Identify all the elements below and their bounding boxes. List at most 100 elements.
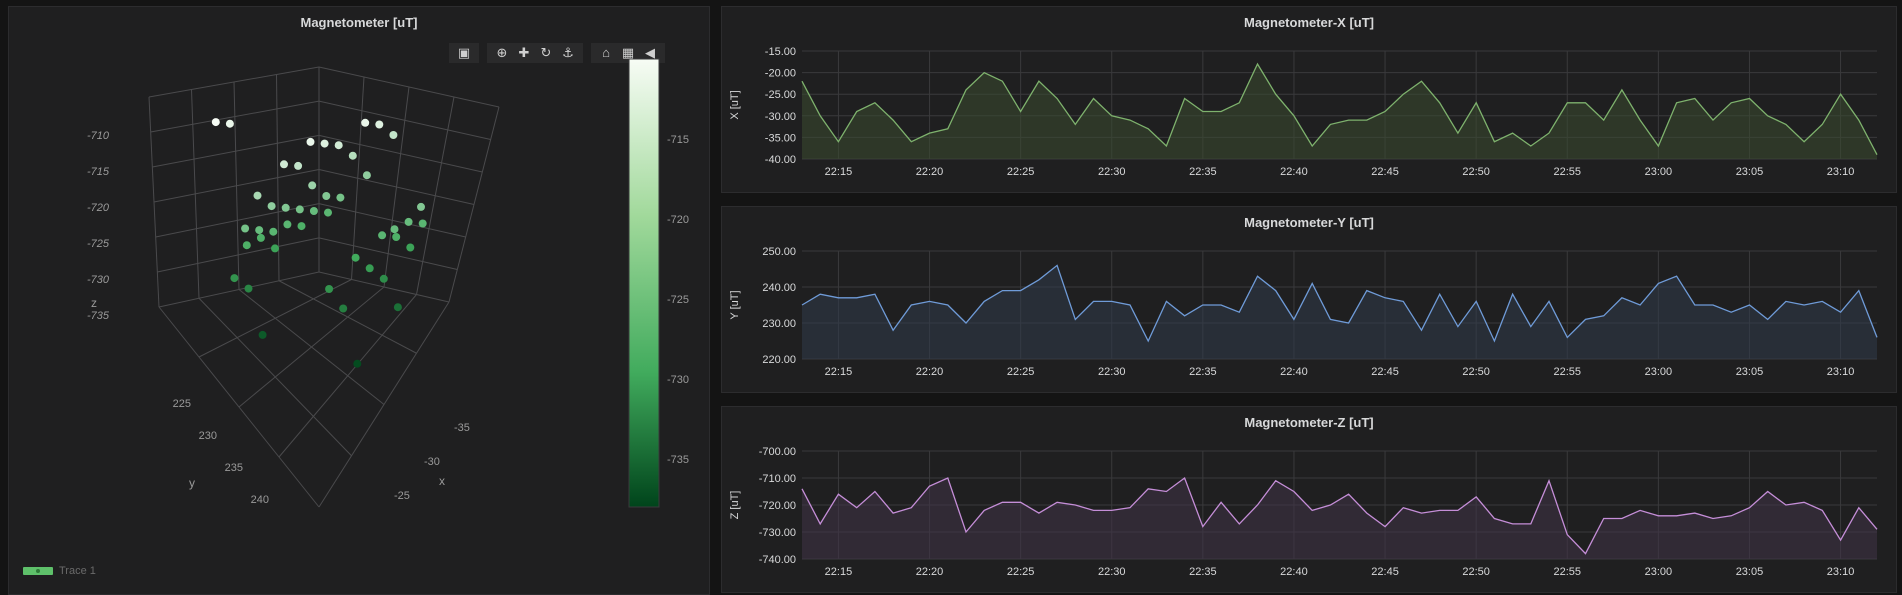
scatter-point — [362, 171, 371, 180]
scatter-point — [417, 202, 425, 211]
scatter-point — [211, 118, 220, 127]
legend-label: Trace 1 — [59, 565, 96, 577]
x-tick-label: 23:00 — [1645, 166, 1673, 178]
colorbar — [628, 58, 660, 508]
wall-gridline — [383, 86, 410, 288]
series-line — [801, 62, 1878, 156]
x-tick-label: 22:55 — [1553, 166, 1581, 178]
x-tick-label: 22:55 — [1553, 566, 1581, 578]
x-tick-label: 22:25 — [1007, 366, 1035, 378]
scatter-point — [325, 285, 334, 293]
y-tick-label: -30.00 — [765, 111, 796, 123]
scatter-point — [389, 131, 398, 139]
y-axis-label: Y [uT] — [729, 290, 741, 319]
scatter-point — [406, 243, 415, 252]
scatter3d-plot[interactable]: -710-715-720-725-730-735z225230235240y-3… — [9, 7, 709, 594]
scatter-point — [379, 274, 388, 283]
scatter-point — [375, 120, 384, 129]
y-axis-label: X [uT] — [729, 90, 741, 119]
x-tick-label: 23:05 — [1736, 566, 1764, 578]
x-tick-label: 22:40 — [1280, 566, 1308, 578]
colorbar-tick-label: -715 — [667, 134, 689, 146]
floor-gridline — [278, 294, 417, 458]
y-tick-label: -15.00 — [765, 46, 796, 58]
magnetometer-y-chart[interactable]: 250.00 240.00 230.00 220.00 22:15 22:20 22:25 2… — [722, 207, 1896, 392]
x-tick-label: 23:00 — [1645, 366, 1673, 378]
magnetometer-z-title: Magnetometer-Z [uT] — [1244, 415, 1374, 430]
scatter-point — [283, 220, 292, 229]
scatter-point — [255, 226, 264, 235]
floor-gridline — [278, 280, 417, 354]
scatter-point — [294, 161, 303, 170]
x-tick-label: 22:35 — [1189, 166, 1217, 178]
y-tick-label: -710.00 — [759, 473, 796, 485]
home-icon[interactable]: ⌂ — [602, 45, 610, 60]
scatter-point — [404, 217, 413, 226]
camera-icon[interactable]: ▣ — [457, 45, 471, 60]
z-tick-label: -715 — [87, 166, 110, 178]
colorbar-tick-label: -735 — [667, 454, 689, 466]
scatter-point — [297, 222, 306, 231]
y-tick-label: -730.00 — [759, 527, 796, 539]
toolbar-group: ⌂ ▦ ◀ — [591, 43, 665, 63]
wall-gridline — [233, 81, 240, 290]
z-axis-label: z — [91, 296, 97, 310]
scatter-point — [365, 264, 374, 273]
tag-icon[interactable]: ◀ — [645, 45, 655, 60]
x-tick-label-3d: -35 — [454, 422, 470, 434]
x-tick-label: 22:50 — [1462, 566, 1490, 578]
x-tick-label: 23:10 — [1827, 166, 1855, 178]
x-tick-label-3d: -25 — [394, 490, 410, 502]
x-tick-label: 22:15 — [825, 166, 853, 178]
x-tick-label: 22:20 — [916, 166, 944, 178]
y-tick-label: 240.00 — [762, 282, 796, 294]
scatter-point — [353, 359, 362, 368]
x-tick-label: 22:40 — [1280, 366, 1308, 378]
scatter-point — [324, 208, 332, 217]
magnetometer-z-chart[interactable]: -700.00 -710.00 -720.00 -730.00 -740.00 22:15… — [722, 407, 1896, 592]
x-tick-label: 22:30 — [1098, 566, 1126, 578]
series-line — [801, 476, 1878, 555]
scatter3d-legend[interactable]: Trace 1 — [23, 565, 96, 577]
y-axis-label-3d: y — [189, 476, 195, 490]
legend-swatch — [23, 567, 53, 575]
scatter-point — [320, 139, 329, 148]
wall-gridline — [416, 96, 455, 295]
turntable-rotation-icon[interactable]: ⚓ — [562, 45, 574, 60]
y-tick-label: -700.00 — [759, 446, 796, 458]
scatter-point — [271, 244, 279, 253]
toolbar-group: ▣ — [449, 43, 479, 63]
x-tick-label: 22:35 — [1189, 366, 1217, 378]
wall-gridline — [191, 89, 200, 299]
scatter3d-panel: Magnetometer [uT] ▣ ⊕ ✚ ↻ ⚓ ⌂ ▦ ◀ -710 -715 -720 -… — [8, 6, 710, 595]
y-tick-label-3d: 225 — [173, 398, 191, 410]
x-tick-label: 22:40 — [1280, 166, 1308, 178]
scatter-point — [392, 233, 401, 241]
magnetometer-y-panel: Magnetometer-Y [uT] 250.00 240.00 230.00 22… — [721, 206, 1897, 393]
y-tick-label: -740.00 — [759, 554, 796, 566]
z-tick-label: -730 — [87, 274, 110, 286]
series-line — [801, 264, 1878, 343]
x-tick-label: 22:20 — [916, 566, 944, 578]
scatter-point — [393, 303, 402, 312]
x-tick-label: 22:35 — [1189, 566, 1217, 578]
zoom-icon[interactable]: ⊕ — [496, 45, 508, 60]
x-tick-label: 22:50 — [1462, 366, 1490, 378]
y-tick-label: -25.00 — [765, 89, 796, 101]
scatter-point — [269, 227, 278, 236]
x-tick-label: 22:25 — [1007, 166, 1035, 178]
x-tick-label: 22:45 — [1371, 366, 1399, 378]
reset-camera-icon[interactable]: ▦ — [621, 45, 635, 60]
x-tick-label: 22:55 — [1553, 366, 1581, 378]
orbit-rotation-icon[interactable]: ↻ — [540, 45, 552, 60]
pan-icon[interactable]: ✚ — [518, 45, 530, 60]
scatter-point — [230, 274, 239, 283]
magnetometer-z-panel: Magnetometer-Z [uT] -700.00 -710.00 -720.0… — [721, 406, 1897, 593]
z-tick-label: -710 — [87, 130, 110, 142]
x-tick-label: 23:10 — [1827, 566, 1855, 578]
scatter-point — [256, 233, 265, 242]
magnetometer-y-title: Magnetometer-Y [uT] — [1244, 215, 1374, 230]
y-tick-label: 250.00 — [762, 246, 796, 258]
wall-gridline — [351, 76, 365, 280]
magnetometer-x-chart[interactable]: -15.00 -20.00 -25.00 -30.00 -35.00 -40.00 22:1… — [722, 7, 1896, 192]
